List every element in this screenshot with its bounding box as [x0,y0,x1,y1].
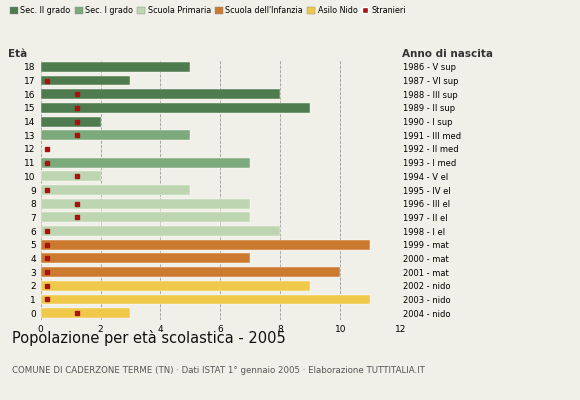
Legend: Sec. II grado, Sec. I grado, Scuola Primaria, Scuola dell'Infanzia, Asilo Nido, : Sec. II grado, Sec. I grado, Scuola Prim… [10,6,407,15]
Text: Età: Età [8,49,27,59]
Text: COMUNE DI CADERZONE TERME (TN) · Dati ISTAT 1° gennaio 2005 · Elaborazione TUTTI: COMUNE DI CADERZONE TERME (TN) · Dati IS… [12,366,425,375]
Text: Anno di nascita: Anno di nascita [402,49,493,59]
Bar [41,62,190,72]
Bar [41,308,130,318]
Bar [41,240,370,250]
Bar [41,199,251,209]
Bar [41,117,100,126]
Bar [41,254,251,263]
Bar [41,185,190,195]
Bar [41,267,340,277]
Bar [41,226,280,236]
Bar [41,171,100,181]
Bar [41,158,251,168]
Bar [41,212,251,222]
Bar [41,281,310,291]
Bar [41,76,130,86]
Bar [41,103,310,113]
Bar [41,130,190,140]
Bar [41,89,280,99]
Bar [41,294,370,304]
Text: Popolazione per età scolastica - 2005: Popolazione per età scolastica - 2005 [12,330,285,346]
